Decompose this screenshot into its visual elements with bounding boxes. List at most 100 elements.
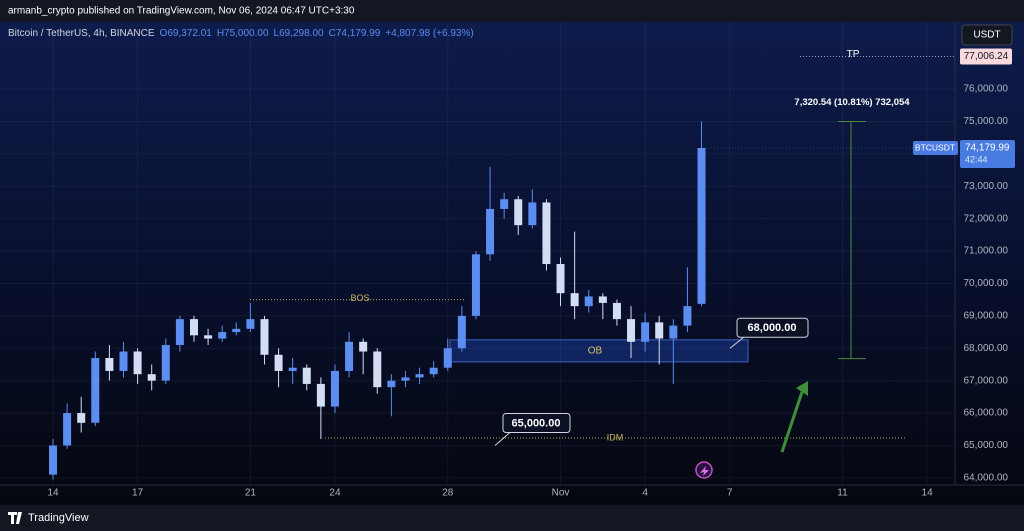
bos-label: BOS bbox=[350, 293, 369, 303]
last-price-tag bbox=[960, 140, 1015, 169]
y-tick-label: 76,000.00 bbox=[964, 84, 1009, 95]
x-tick-label: 14 bbox=[47, 488, 59, 499]
top-bar bbox=[0, 0, 1024, 22]
legend-open: O69,372.01 bbox=[160, 28, 213, 39]
callout-box bbox=[502, 412, 571, 433]
legend-change: +4,807.98 (+6.93%) bbox=[385, 28, 473, 39]
symbol-tag bbox=[913, 141, 958, 156]
candle-body bbox=[302, 367, 311, 384]
candle-body bbox=[91, 357, 100, 423]
candle-body bbox=[669, 325, 678, 339]
y-tick-label: 65,000.00 bbox=[964, 440, 1009, 451]
candle-body bbox=[133, 351, 142, 375]
candle-body bbox=[486, 208, 495, 255]
legend-high: H75,000.00 bbox=[217, 28, 269, 39]
candle-body bbox=[147, 374, 156, 381]
legend-symbol: Bitcoin / TetherUS, 4h, BINANCE bbox=[8, 28, 155, 39]
callout-label: 65,000.00 bbox=[512, 417, 561, 429]
legend-close: C74,179.99 bbox=[329, 28, 381, 39]
x-tick-label: 21 bbox=[245, 488, 257, 499]
candle-body bbox=[457, 315, 466, 349]
candle-body bbox=[542, 202, 551, 265]
event-icon-bolt bbox=[700, 466, 709, 476]
y-tick-label: 66,000.00 bbox=[964, 408, 1009, 419]
legend: Bitcoin / TetherUS, 4h, BINANCE O69,372.0… bbox=[8, 28, 474, 39]
x-tick-label: 14 bbox=[922, 488, 934, 499]
candle-body bbox=[175, 319, 184, 346]
candle-body bbox=[584, 296, 593, 307]
candle-body bbox=[415, 374, 424, 378]
candle-body bbox=[598, 296, 607, 303]
callout-leader bbox=[494, 432, 511, 446]
candle-body bbox=[373, 351, 382, 388]
candle-body bbox=[612, 302, 621, 320]
y-tick-label: 72,000.00 bbox=[964, 213, 1009, 224]
candle-body bbox=[556, 264, 565, 294]
candle-body bbox=[105, 357, 114, 371]
candle-body bbox=[330, 370, 339, 407]
candle-body bbox=[443, 348, 452, 368]
candle-body bbox=[218, 332, 227, 339]
footer-bar bbox=[0, 505, 1024, 531]
brand: TradingView bbox=[28, 512, 89, 524]
candle-body bbox=[627, 319, 636, 342]
idm-label: IDM bbox=[607, 432, 624, 442]
green-arrow bbox=[780, 391, 804, 453]
y-tick-label: 67,000.00 bbox=[964, 375, 1009, 386]
y-tick-label: 71,000.00 bbox=[964, 246, 1009, 257]
candle-body bbox=[77, 413, 86, 423]
candle-body bbox=[63, 413, 72, 446]
y-tick-label: 75,000.00 bbox=[964, 116, 1009, 127]
countdown: 42:44 bbox=[965, 154, 988, 164]
candle-body bbox=[119, 351, 128, 371]
x-tick-label: 4 bbox=[642, 488, 648, 499]
last-price-label: 74,179.99 bbox=[965, 143, 1010, 154]
y-tick-label: 70,000.00 bbox=[964, 278, 1009, 289]
candle-body bbox=[260, 319, 269, 355]
candle-body bbox=[345, 341, 354, 371]
candle-body bbox=[288, 367, 297, 371]
measure-label: 7,320.54 (10.81%) 732,054 bbox=[794, 97, 910, 108]
tp-price-tag bbox=[960, 48, 1012, 65]
candle-body bbox=[232, 328, 241, 333]
candle-body bbox=[697, 148, 706, 304]
callout-leader bbox=[729, 335, 746, 349]
candle-body bbox=[161, 345, 170, 381]
y-tick-label: 68,000.00 bbox=[964, 343, 1009, 354]
x-tick-label: 7 bbox=[727, 488, 733, 499]
currency-button[interactable] bbox=[961, 24, 1013, 46]
x-tick-label: 11 bbox=[837, 488, 848, 499]
y-tick-label: 69,000.00 bbox=[964, 311, 1009, 322]
symbol-label: BTCUSDT bbox=[915, 142, 955, 152]
candle-body bbox=[500, 199, 509, 209]
x-tick-label: 24 bbox=[329, 488, 341, 499]
candle-body bbox=[429, 367, 438, 375]
ob-label: OB bbox=[588, 346, 603, 357]
candle-body bbox=[683, 306, 692, 326]
candle-body bbox=[189, 319, 198, 336]
candle-body bbox=[401, 377, 410, 381]
plot: 64,000.00 65,000.00 66,000.00 67,000.00 68,0… bbox=[0, 22, 1015, 499]
publisher: armanb_crypto published on TradingView.c… bbox=[8, 6, 355, 17]
y-tick-label: 73,000.00 bbox=[964, 181, 1009, 192]
currency-label: USDT bbox=[973, 30, 1000, 41]
candle-body bbox=[316, 383, 325, 407]
callout-box bbox=[736, 317, 809, 338]
candle-body bbox=[359, 341, 368, 352]
tp-price-label: 77,006.24 bbox=[964, 51, 1009, 62]
candle-body bbox=[387, 380, 396, 388]
x-tick-label: 17 bbox=[132, 488, 144, 499]
candle-body bbox=[246, 319, 255, 329]
x-tick-label: 28 bbox=[442, 488, 454, 499]
x-tick-label: Nov bbox=[552, 488, 570, 499]
callout-label: 68,000.00 bbox=[748, 322, 797, 334]
candle-body bbox=[641, 322, 650, 342]
candle-body bbox=[274, 354, 283, 371]
candle-body bbox=[514, 199, 523, 226]
candle-body bbox=[471, 254, 480, 316]
candle-body bbox=[204, 335, 213, 339]
legend-low: L69,298.00 bbox=[274, 28, 324, 39]
candle-body bbox=[49, 445, 58, 475]
